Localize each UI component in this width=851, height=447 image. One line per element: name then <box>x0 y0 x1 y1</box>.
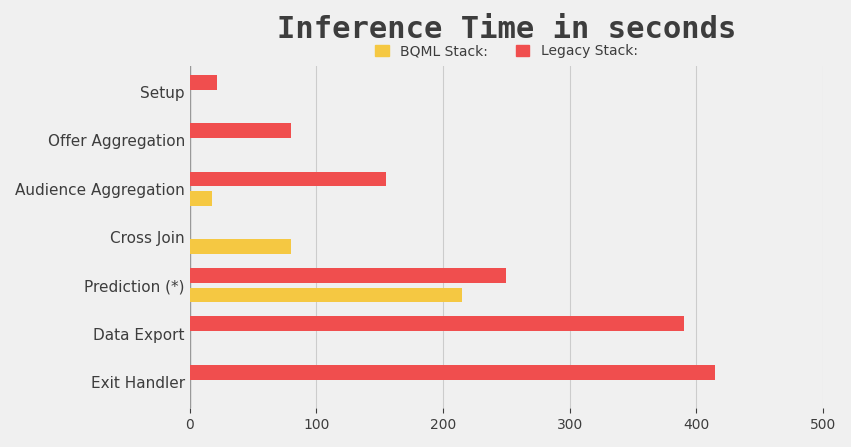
Bar <box>190 239 291 254</box>
Bar <box>190 191 213 206</box>
Bar <box>190 316 683 331</box>
Bar <box>190 287 462 303</box>
Bar <box>190 172 386 186</box>
Bar <box>190 365 715 380</box>
Bar <box>190 268 506 283</box>
Title: Inference Time in seconds: Inference Time in seconds <box>277 15 736 44</box>
Bar <box>190 75 218 90</box>
Bar <box>190 123 291 138</box>
Legend: BQML Stack:, Legacy Stack:: BQML Stack:, Legacy Stack: <box>369 38 643 63</box>
